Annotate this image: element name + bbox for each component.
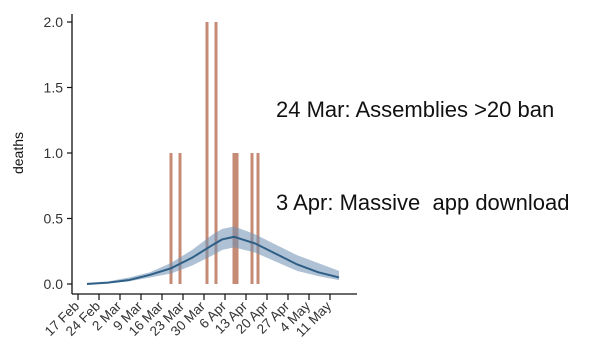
model-band bbox=[87, 226, 339, 284]
death-bar-1 bbox=[169, 153, 173, 284]
y-tick-label-4: 1.5 bbox=[44, 80, 64, 96]
death-bar-7 bbox=[250, 153, 254, 284]
annotation-line-1: 24 Mar: Assemblies >20 ban bbox=[276, 97, 555, 122]
death-bar-8 bbox=[256, 153, 260, 284]
death-bar-5 bbox=[232, 153, 236, 284]
y-axis-label: deaths bbox=[10, 132, 26, 174]
y-tick-label-5: 2.0 bbox=[44, 14, 64, 30]
death-bar-3 bbox=[205, 22, 209, 284]
model-confidence-band bbox=[87, 226, 339, 284]
annotation-line-2: 3 Apr: Massive app download bbox=[276, 190, 570, 215]
death-bar-6 bbox=[235, 153, 239, 284]
annotation-block: 24 Mar: Assemblies >20 ban 3 Apr: Massiv… bbox=[276, 32, 570, 280]
death-bar-2 bbox=[178, 153, 182, 284]
model-fit-line bbox=[86, 235, 340, 285]
model-line bbox=[86, 235, 340, 285]
y-tick-label-2: 0.5 bbox=[44, 211, 64, 227]
deaths-bars bbox=[169, 22, 260, 284]
y-tick-label-3: 1.0 bbox=[44, 145, 64, 161]
death-bar-4 bbox=[214, 22, 218, 284]
y-tick-label-1: 0.0 bbox=[44, 276, 64, 292]
